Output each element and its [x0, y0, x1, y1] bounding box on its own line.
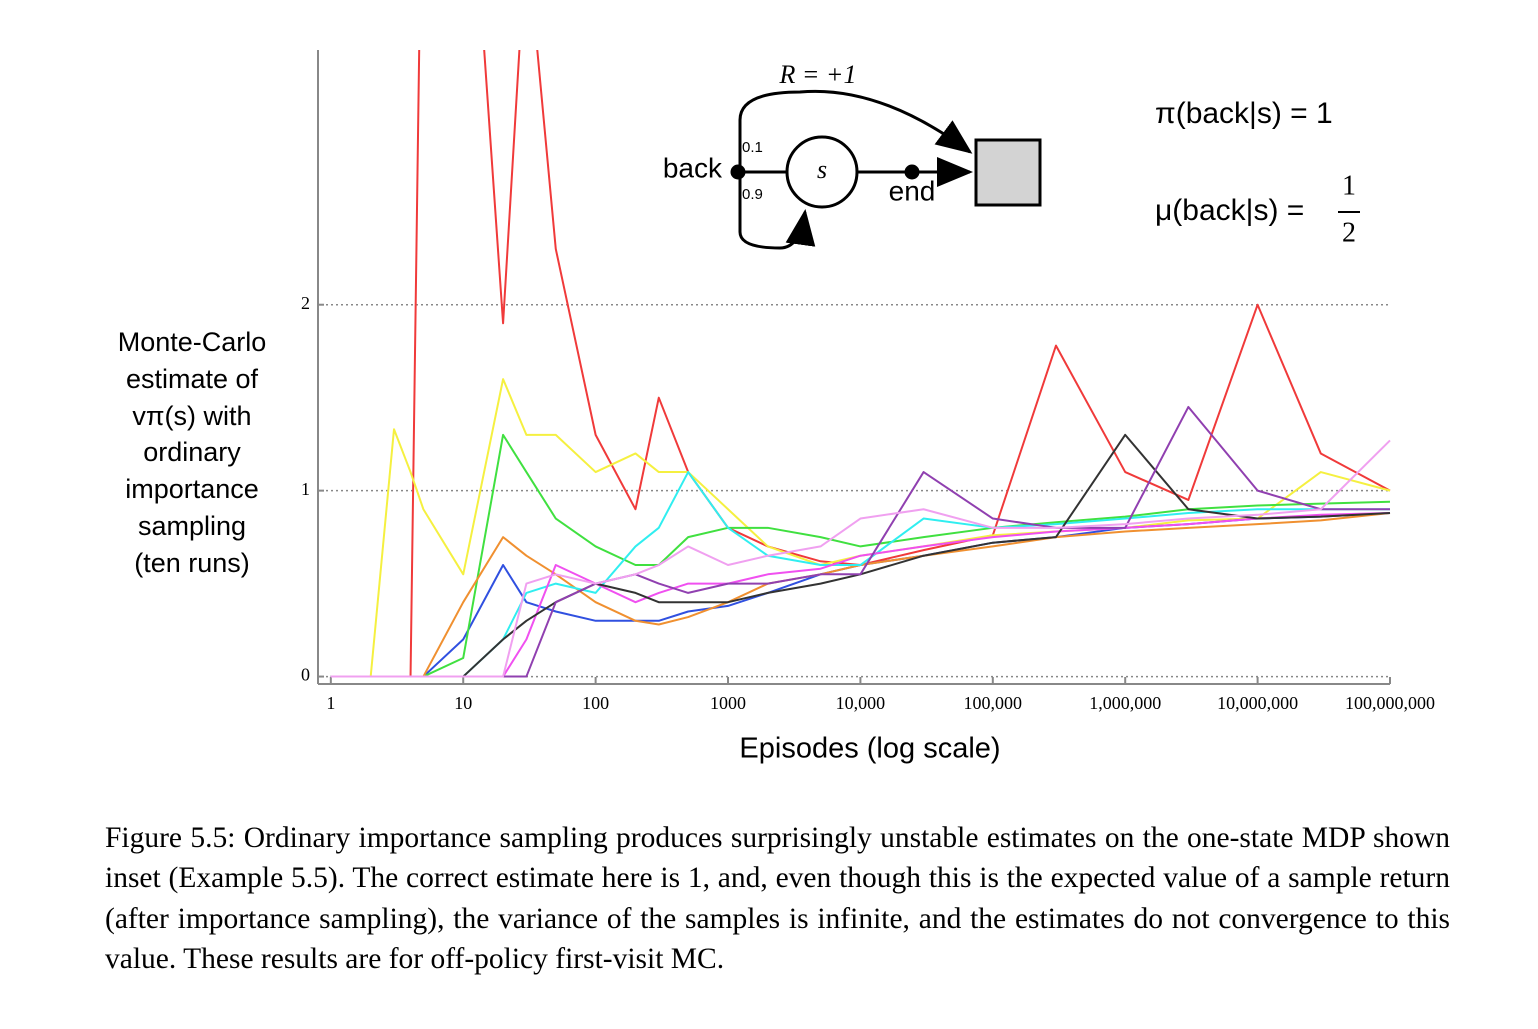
action-label: back	[663, 152, 723, 183]
x-tick-label: 10,000	[836, 693, 886, 713]
state-label: s	[817, 155, 827, 184]
y-tick-label: 2	[301, 293, 310, 313]
y-label-line: ordinary	[143, 437, 241, 468]
y-label-line: (ten runs)	[134, 547, 250, 578]
x-tick-label: 100,000	[964, 693, 1023, 713]
x-tick-label: 1000	[710, 693, 746, 713]
y-label-line: estimate of	[125, 363, 259, 394]
x-axis-label: Episodes (log scale)	[739, 733, 1000, 765]
y-axis-label: Monte-Carlo estimate of vπ(s) with ordinary…	[92, 324, 292, 582]
chart: R = +1 0.1 back 0.9 s end π(back|s) = 1 …	[301, 50, 1435, 765]
inset-diagram	[730, 89, 1360, 250]
x-tick-label: 1	[326, 693, 335, 713]
y-label-line: vπ(s) with	[132, 400, 252, 431]
series-line	[330, 378, 1391, 678]
loop-arrow	[738, 172, 816, 250]
terminal-node	[974, 138, 1042, 207]
x-tick-label: 10,000,000	[1217, 693, 1298, 713]
y-tick-label: 0	[301, 665, 310, 685]
y-tick-label: 1	[301, 479, 310, 499]
y-label-line: sampling	[137, 510, 247, 541]
x-tick-label: 1,000,000	[1089, 693, 1161, 713]
fraction-den: 2	[1342, 217, 1356, 248]
reward-arrow	[738, 89, 973, 172]
end-dot	[904, 164, 920, 180]
y-label-line: Monte-Carlo	[117, 327, 267, 357]
y-label-line: importance	[125, 474, 259, 505]
action-label: end	[889, 175, 936, 206]
x-tick-label: 10	[454, 693, 472, 713]
reward-label: R = +1	[779, 60, 857, 89]
caption: Figure 5.5: Ordinary importance sampling…	[105, 822, 1450, 975]
x-tick-label: 100	[582, 693, 609, 713]
prob-label: 0.9	[742, 186, 763, 203]
plot-area	[330, 50, 1391, 678]
prob-label: 0.1	[742, 139, 763, 156]
back-dot	[730, 164, 746, 180]
series-line	[330, 439, 1391, 678]
state-node	[785, 135, 859, 209]
fraction-num: 1	[1342, 170, 1356, 201]
x-tick-label: 100,000,000	[1345, 693, 1435, 713]
policy-label: π(back|s) = 1	[1155, 97, 1333, 130]
policy-label: μ(back|s) =	[1155, 194, 1304, 227]
